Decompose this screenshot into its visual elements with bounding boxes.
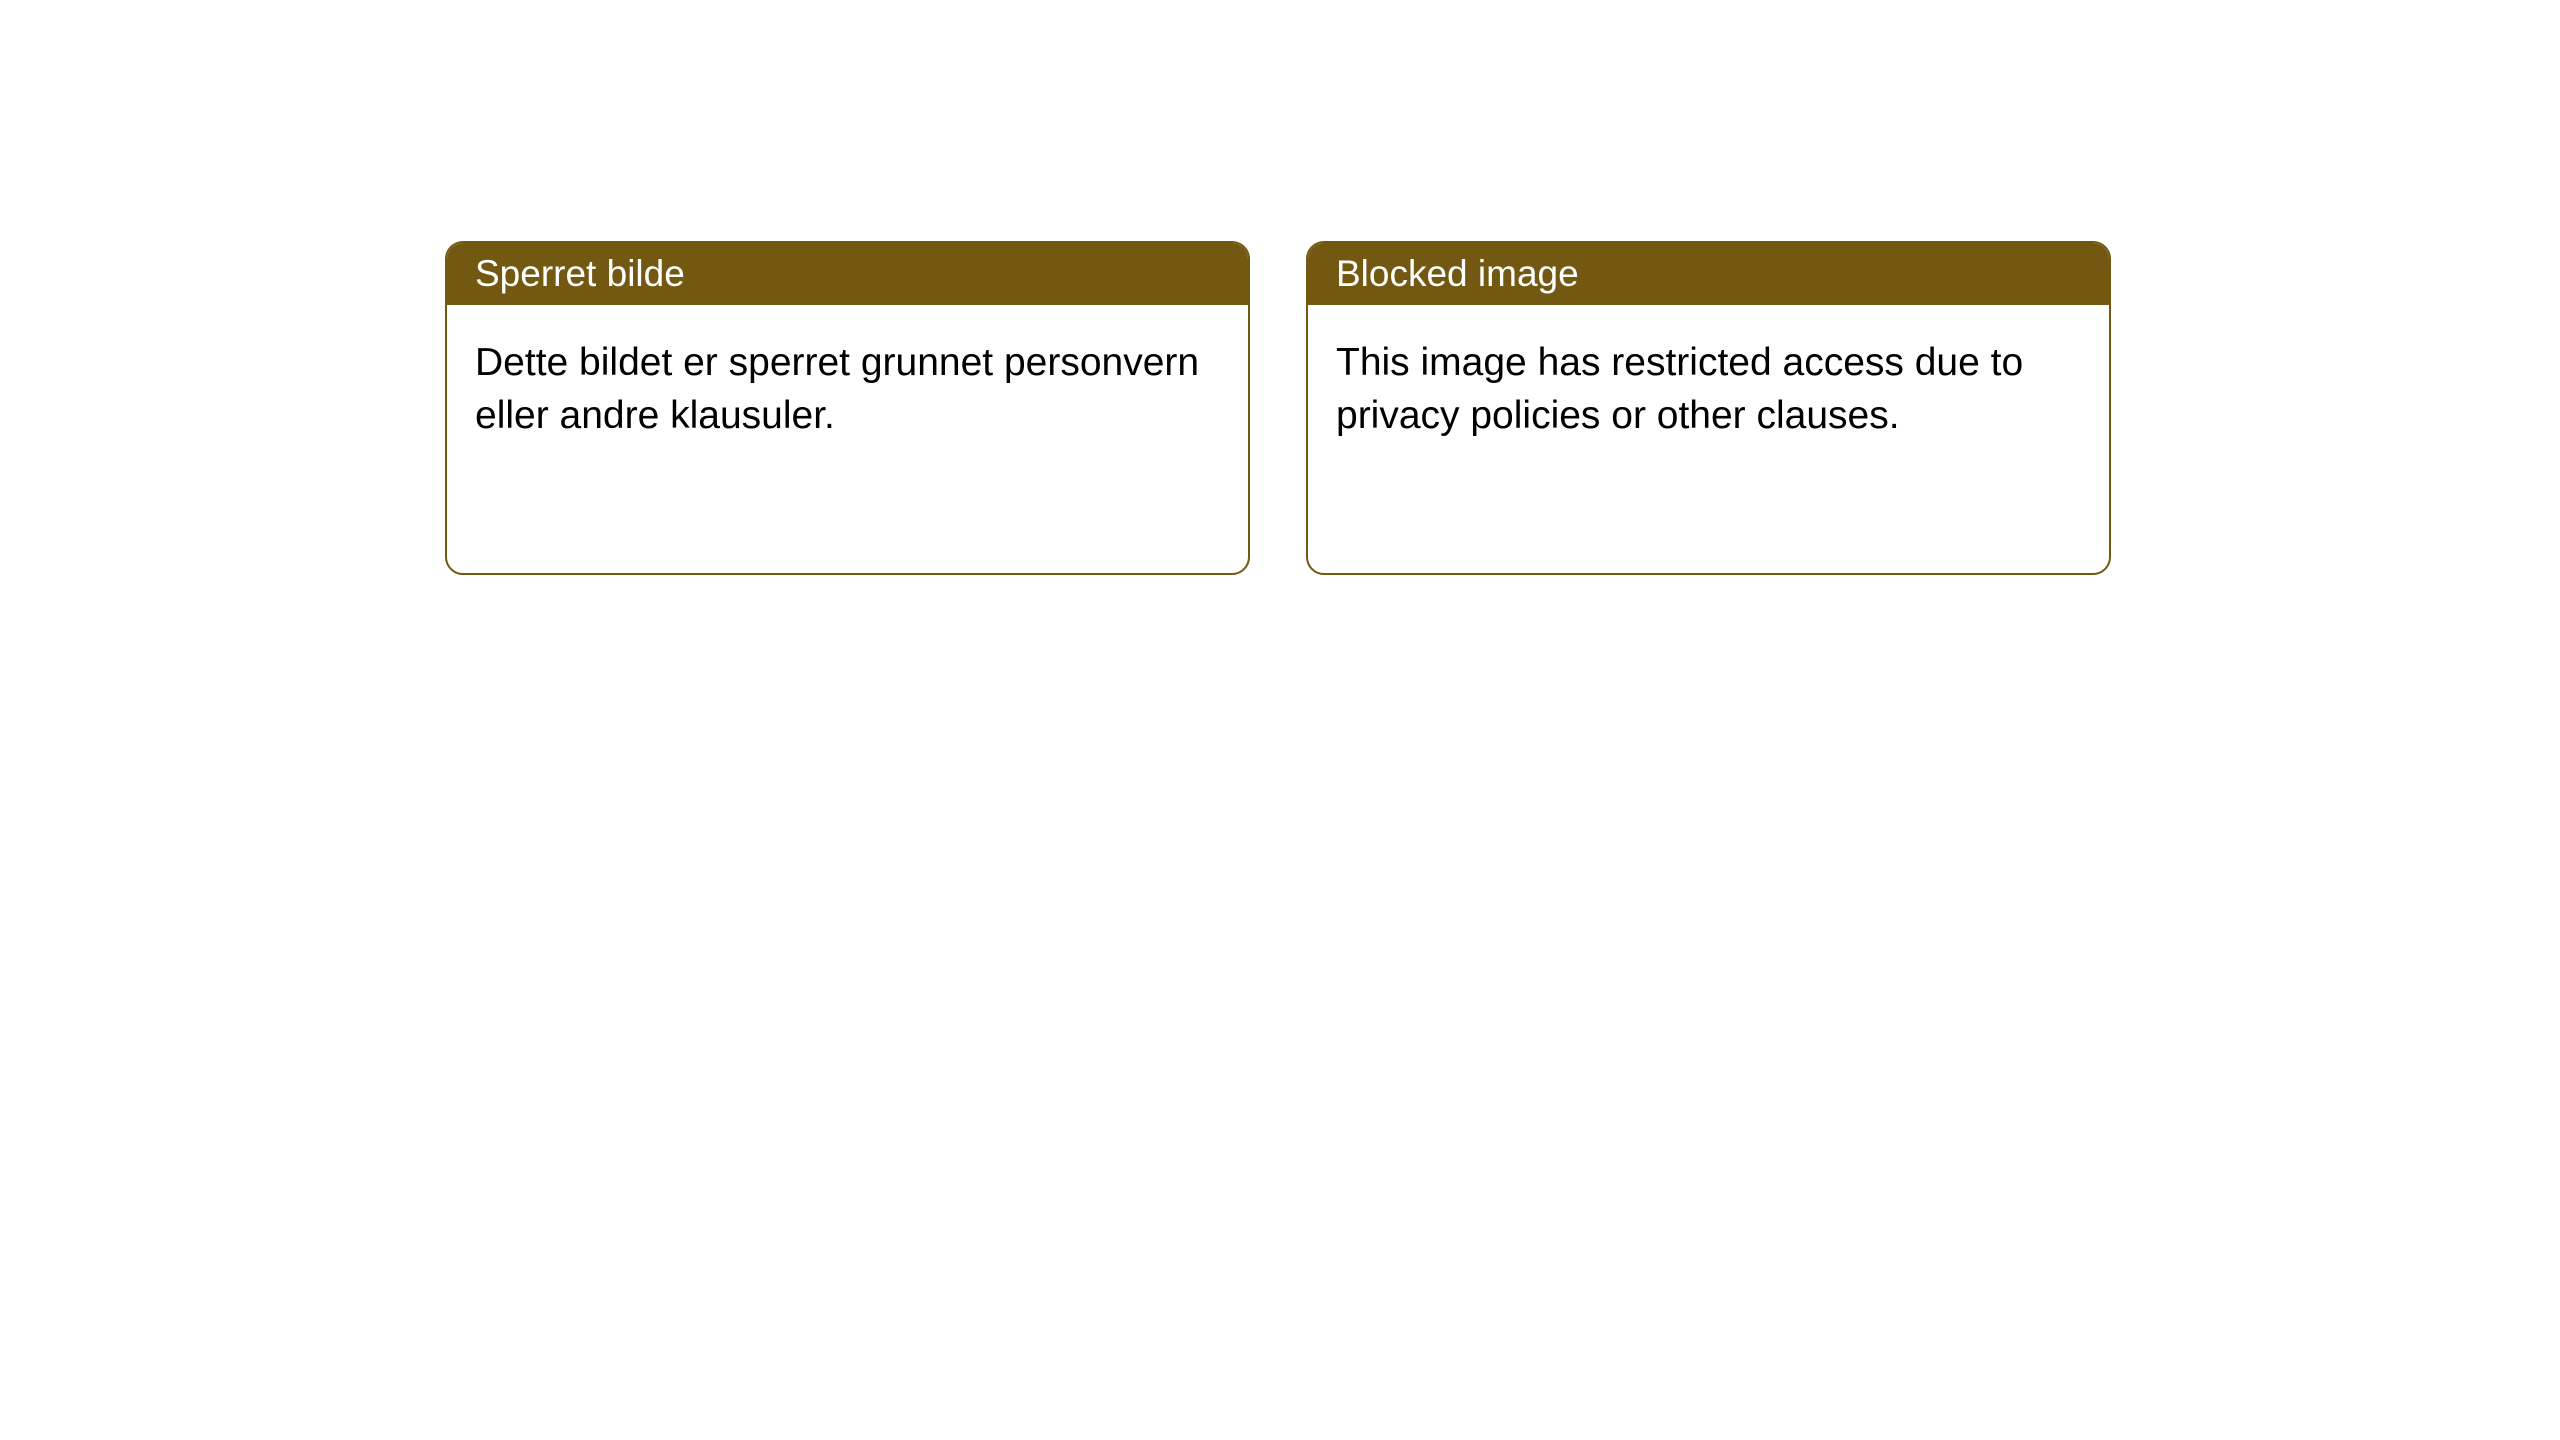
- notice-container: Sperret bilde Dette bildet er sperret gr…: [445, 241, 2111, 575]
- notice-body-nb: Dette bildet er sperret grunnet personve…: [447, 305, 1248, 474]
- notice-card-en: Blocked image This image has restricted …: [1306, 241, 2111, 575]
- notice-header-en: Blocked image: [1308, 243, 2109, 305]
- notice-body-en: This image has restricted access due to …: [1308, 305, 2109, 474]
- notice-header-nb: Sperret bilde: [447, 243, 1248, 305]
- notice-card-nb: Sperret bilde Dette bildet er sperret gr…: [445, 241, 1250, 575]
